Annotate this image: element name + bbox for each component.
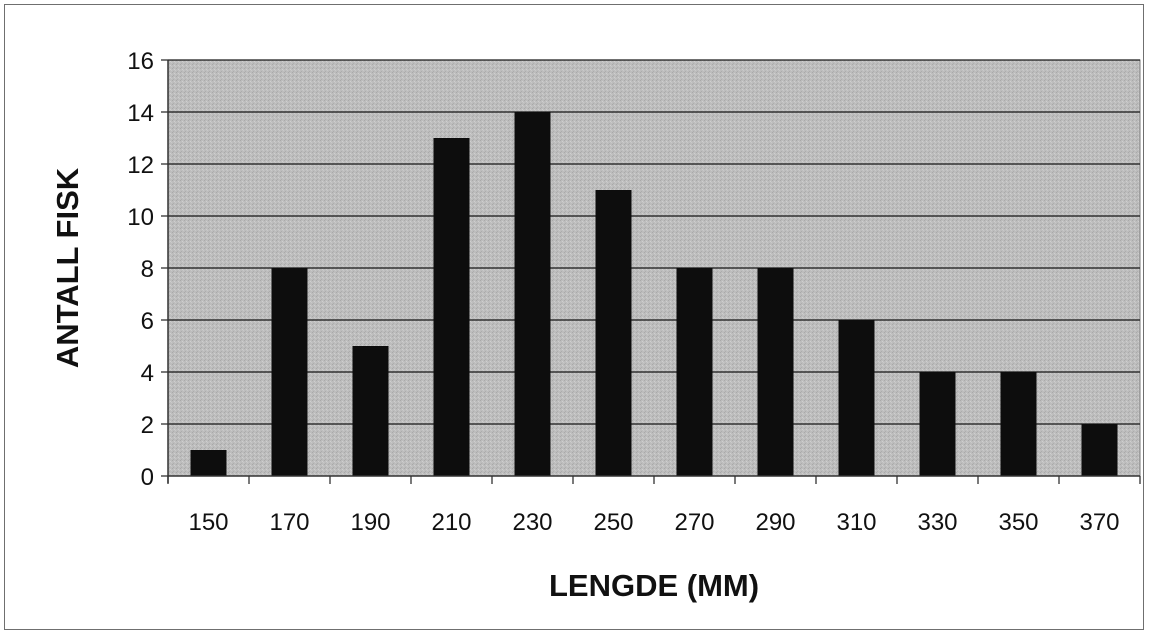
bar-210 (433, 138, 470, 476)
x-tick-label: 290 (755, 509, 795, 536)
bar-230 (514, 112, 551, 476)
y-tick-label: 16 (127, 48, 154, 75)
bar-190 (352, 346, 389, 476)
x-tick-label: 370 (1079, 509, 1119, 536)
x-tick-label: 350 (998, 509, 1038, 536)
bars (190, 112, 1118, 476)
x-tick-label: 310 (836, 509, 876, 536)
x-axis-title: LENGDE (MM) (549, 568, 759, 603)
y-tick-label: 14 (127, 100, 154, 127)
gridlines (168, 59, 1140, 425)
y-tick-label: 12 (127, 152, 154, 179)
y-tick-labels: 0 2 4 6 8 10 12 14 16 (127, 48, 154, 491)
y-tick-label: 2 (141, 412, 154, 439)
y-tick-label: 8 (141, 256, 154, 283)
bar-330 (919, 372, 956, 476)
chart-frame (4, 4, 1144, 630)
x-tick-label: 330 (917, 509, 957, 536)
x-tick-label: 210 (431, 509, 471, 536)
bar-170 (271, 268, 308, 476)
bar-350 (1000, 372, 1037, 476)
x-tick-label: 270 (674, 509, 714, 536)
x-tick-labels: 150 170 190 210 230 250 270 290 310 330 350 370 (188, 509, 1119, 536)
y-tick-label: 6 (141, 308, 154, 335)
bar-150 (190, 450, 227, 476)
bar-250 (595, 190, 632, 476)
bar-310 (838, 320, 875, 476)
bar-290 (757, 268, 794, 476)
bar-370 (1081, 424, 1118, 476)
x-tick-label: 170 (269, 509, 309, 536)
axes (161, 59, 1141, 484)
y-tick-label: 4 (141, 360, 154, 387)
x-tick-label: 190 (350, 509, 390, 536)
y-axis-title: ANTALL FISK (50, 167, 85, 368)
x-tick-label: 150 (188, 509, 228, 536)
y-tick-label: 10 (127, 204, 154, 231)
x-tick-label: 230 (512, 509, 552, 536)
y-tick-label: 0 (141, 464, 154, 491)
bar-270 (676, 268, 713, 476)
x-tick-label: 250 (593, 509, 633, 536)
